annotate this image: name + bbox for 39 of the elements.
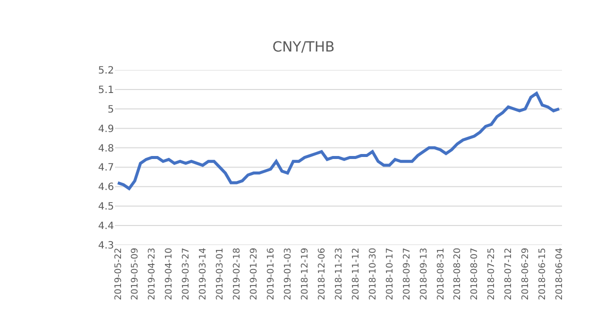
line-series [116,92,561,190]
x-tick-label: 2018-09-27 [402,248,412,300]
x-tick-label: 2018-08-31 [436,248,446,300]
x-tick-label: 2018-10-17 [385,248,396,300]
x-tick-label: 2019-01-29 [250,248,260,300]
chart-title: CNY/THB [272,40,335,56]
x-tick-label: 2018-11-12 [351,248,362,300]
y-tick-label: 5 [108,104,114,116]
x-tick-label: 2019-02-18 [232,248,243,300]
x-tick-label: 2019-04-10 [164,248,175,300]
x-tick-label: 2018-08-20 [453,248,464,300]
y-tick-label: 4.4 [98,221,114,232]
x-tick-label: 2019-04-23 [148,248,158,300]
x-tick-label: 2019-03-14 [198,248,209,300]
x-tick-label: 2019-01-16 [266,248,277,300]
x-tick-label: 2019-03-27 [182,248,192,300]
x-tick-label: 2018-07-25 [487,248,498,300]
y-tick-label: 4.8 [98,143,114,154]
x-tick-label: 2018-12-06 [317,248,328,300]
y-tick-label: 5.1 [98,84,114,96]
x-tick-label: 2018-12-19 [300,248,310,300]
y-tick-label: 4.5 [98,202,114,213]
y-tick-label: 4.9 [98,124,114,135]
x-tick-label: 2018-08-07 [470,248,480,300]
x-tick-label: 2018-06-04 [555,248,566,300]
x-tick-label: 2018-09-13 [419,248,430,300]
x-tick-label: 2019-05-22 [114,248,124,300]
x-tick-label: 2019-01-03 [284,248,294,300]
x-tick-label: 2019-05-09 [130,248,141,300]
x-tick-label: 2018-10-30 [368,248,378,300]
y-tick-label: 4.3 [98,240,114,252]
x-tick-label: 2018-06-15 [538,248,548,300]
y-tick-label: 4.7 [98,162,114,174]
y-tick-label: 4.6 [98,182,114,194]
x-tick-label: 2019-03-01 [216,248,226,300]
x-tick-label: 2018-11-23 [334,248,344,300]
x-tick-label: 2018-06-29 [521,248,532,300]
x-tick-label: 2018-07-12 [504,248,514,300]
y-tick-label: 5.2 [98,66,114,76]
